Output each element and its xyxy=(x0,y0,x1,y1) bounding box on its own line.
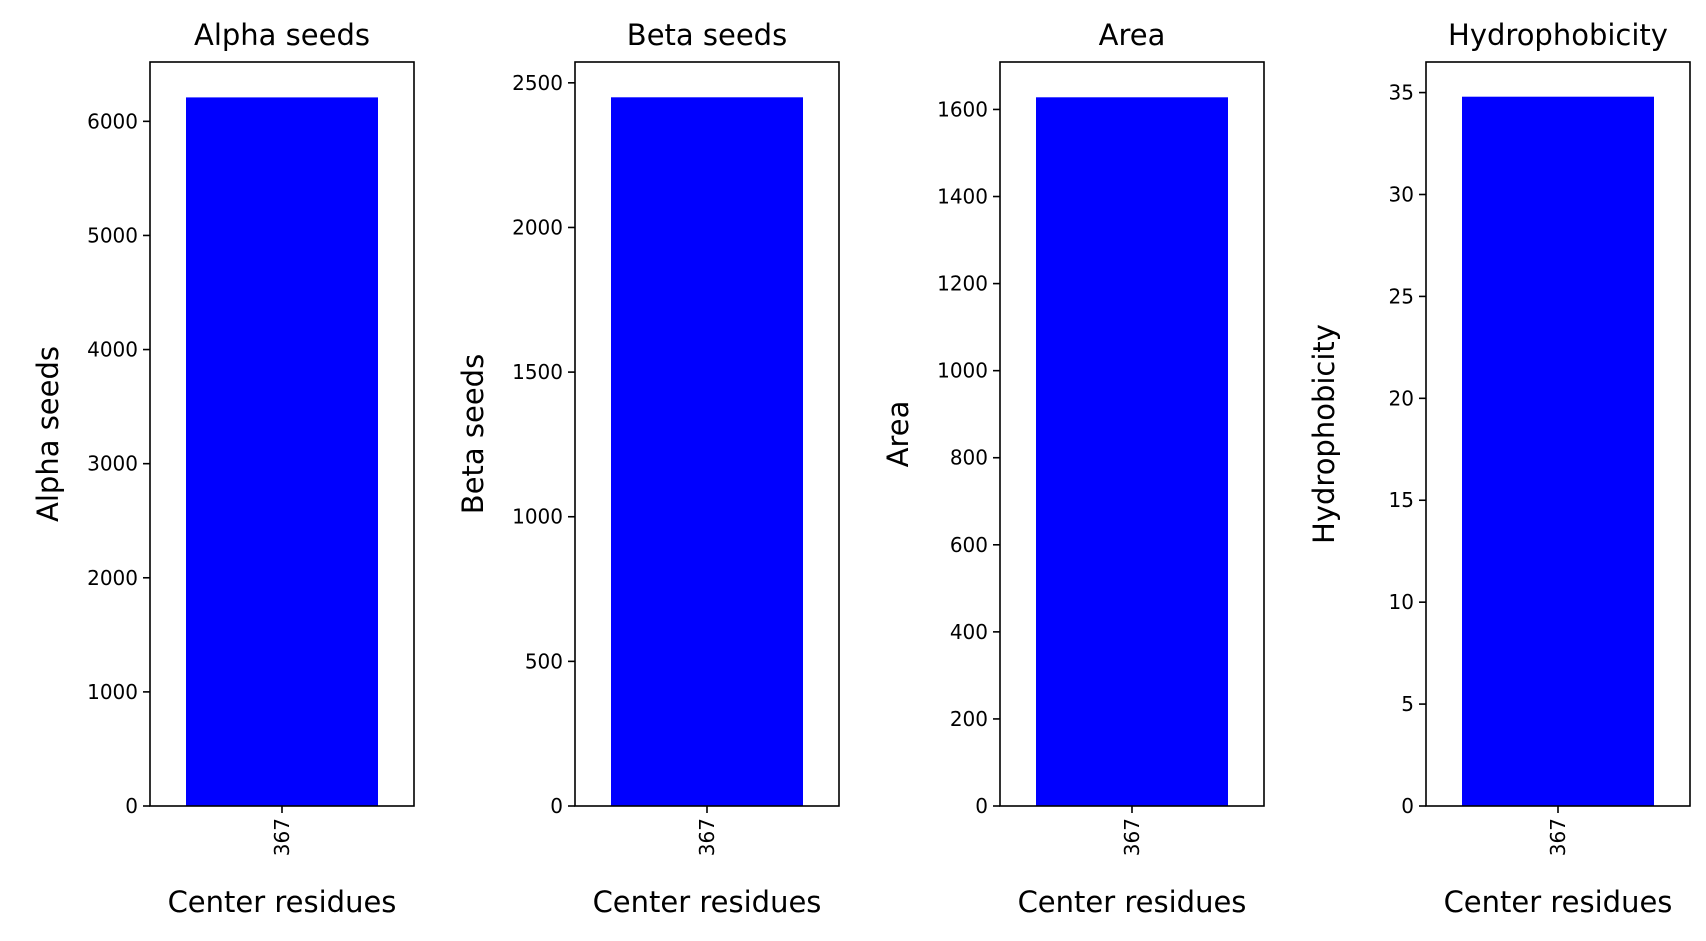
y-tick-label: 2000 xyxy=(87,566,138,590)
x-axis-label: Center residues xyxy=(168,885,397,919)
x-tick-label: 367 xyxy=(270,818,294,856)
y-tick-label: 0 xyxy=(1401,794,1414,818)
y-tick-label: 2500 xyxy=(512,71,563,95)
y-tick-label: 1000 xyxy=(512,505,563,529)
bar-367 xyxy=(1462,96,1654,806)
y-tick-label: 5000 xyxy=(87,223,138,247)
y-axis-label: Area xyxy=(881,401,915,468)
x-axis-label: Center residues xyxy=(1018,885,1247,919)
x-tick-label: 367 xyxy=(695,818,719,856)
y-tick-label: 800 xyxy=(950,446,988,470)
y-tick-label: 0 xyxy=(125,794,138,818)
axes-frame xyxy=(1425,61,1691,807)
axes-frame xyxy=(999,61,1265,807)
chart-title: Beta seeds xyxy=(627,18,787,52)
x-tick-label: 367 xyxy=(1546,818,1570,856)
chart-title: Area xyxy=(1099,18,1166,52)
y-tick-label: 10 xyxy=(1389,590,1414,614)
axes-frame xyxy=(574,61,840,807)
y-axis-label: Hydrophobicity xyxy=(1307,324,1341,544)
y-tick-label: 3000 xyxy=(87,452,138,476)
y-tick-label: 1600 xyxy=(937,97,988,121)
x-tick-label: 367 xyxy=(1120,818,1144,856)
y-tick-label: 400 xyxy=(950,620,988,644)
y-tick-label: 0 xyxy=(550,794,563,818)
y-tick-label: 1400 xyxy=(937,185,988,209)
y-tick-label: 1000 xyxy=(87,680,138,704)
y-tick-label: 30 xyxy=(1389,182,1414,206)
y-tick-label: 35 xyxy=(1389,81,1414,105)
y-tick-label: 200 xyxy=(950,707,988,731)
y-tick-label: 5 xyxy=(1401,692,1414,716)
bar-367 xyxy=(611,97,803,807)
y-tick-label: 1000 xyxy=(937,359,988,383)
y-tick-label: 1200 xyxy=(937,272,988,296)
y-tick-label: 6000 xyxy=(87,109,138,133)
y-tick-label: 1500 xyxy=(512,360,563,384)
y-axis-label: Alpha seeds xyxy=(31,346,65,522)
y-tick-label: 25 xyxy=(1389,284,1414,308)
y-tick-label: 2000 xyxy=(512,215,563,239)
y-tick-label: 4000 xyxy=(87,338,138,362)
chart-title: Hydrophobicity xyxy=(1448,18,1668,52)
y-tick-label: 0 xyxy=(975,794,988,818)
y-axis-label: Beta seeds xyxy=(456,354,490,514)
chart-title: Alpha seeds xyxy=(194,18,370,52)
axes-frame xyxy=(149,61,415,807)
y-tick-label: 600 xyxy=(950,533,988,557)
y-tick-label: 500 xyxy=(525,649,563,673)
x-axis-label: Center residues xyxy=(593,885,822,919)
y-tick-label: 20 xyxy=(1389,386,1414,410)
x-axis-label: Center residues xyxy=(1444,885,1673,919)
bar-367 xyxy=(186,97,378,806)
y-tick-label: 15 xyxy=(1389,488,1414,512)
bar-367 xyxy=(1036,97,1228,807)
